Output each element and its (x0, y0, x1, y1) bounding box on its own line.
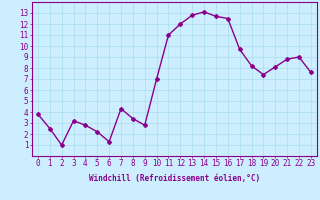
X-axis label: Windchill (Refroidissement éolien,°C): Windchill (Refroidissement éolien,°C) (89, 174, 260, 183)
